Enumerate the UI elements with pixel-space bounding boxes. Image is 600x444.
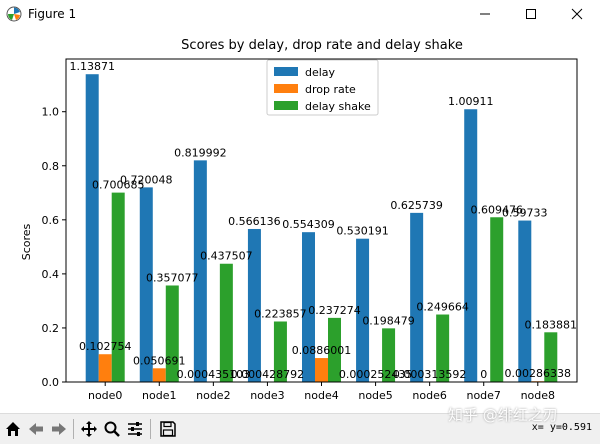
data-label: 0.625739 xyxy=(390,199,443,212)
data-label: 0 xyxy=(480,368,487,381)
subplots-button[interactable] xyxy=(124,418,146,440)
x-tick-label: node0 xyxy=(88,389,122,402)
x-tick-label: node7 xyxy=(466,389,500,402)
bar-delay-shake-node0 xyxy=(112,193,125,382)
bar-chart: Scores by delay, drop rate and delay sha… xyxy=(0,28,600,413)
data-label: 0.050691 xyxy=(133,354,186,367)
pan-icon xyxy=(80,420,98,438)
x-tick-label: node4 xyxy=(304,389,338,402)
data-label: 0.819992 xyxy=(174,146,227,159)
x-tick-label: node2 xyxy=(196,389,230,402)
x-tick-label: node8 xyxy=(521,389,555,402)
bar-delay-node0 xyxy=(86,74,99,382)
data-label: 0.720048 xyxy=(120,173,173,186)
y-tick-label: 0.6 xyxy=(42,214,60,227)
data-label: 0.437507 xyxy=(200,250,253,263)
toolbar-separator xyxy=(73,419,74,439)
zoom-icon xyxy=(103,420,121,438)
data-label: 0.102754 xyxy=(79,340,132,353)
data-label: 0.59733 xyxy=(502,207,548,220)
figure-canvas[interactable]: Scores by delay, drop rate and delay sha… xyxy=(0,28,600,413)
save-button[interactable] xyxy=(157,418,179,440)
back-icon xyxy=(27,420,45,438)
minimize-button[interactable] xyxy=(462,0,508,28)
chart-title: Scores by delay, drop rate and delay sha… xyxy=(181,38,463,53)
toolbar-separator xyxy=(150,419,151,439)
x-tick-label: node1 xyxy=(142,389,176,402)
window-titlebar: Figure 1 xyxy=(0,0,600,29)
legend-swatch xyxy=(274,84,298,93)
data-label: 0.249664 xyxy=(416,301,469,314)
bar-delay-shake-node7 xyxy=(490,217,503,382)
forward-button[interactable] xyxy=(48,418,70,440)
data-label: 0.00286338 xyxy=(505,367,571,380)
data-label: 0.198479 xyxy=(362,314,415,327)
bar-delay-node6 xyxy=(410,213,423,382)
data-label: 0.183881 xyxy=(525,318,578,331)
x-tick-label: node3 xyxy=(250,389,284,402)
data-label: 0.237274 xyxy=(308,304,361,317)
forward-icon xyxy=(50,420,68,438)
subplots-icon xyxy=(126,420,144,438)
back-button[interactable] xyxy=(25,418,47,440)
data-label: 0.357077 xyxy=(146,271,199,284)
bar-delay-node7 xyxy=(464,109,477,382)
pan-button[interactable] xyxy=(78,418,100,440)
x-tick-label: node5 xyxy=(358,389,392,402)
x-tick-label: node6 xyxy=(412,389,446,402)
data-label: 0.000313592 xyxy=(393,368,466,381)
home-button[interactable] xyxy=(2,418,24,440)
maximize-button[interactable] xyxy=(508,0,554,28)
legend-label: drop rate xyxy=(305,83,356,96)
data-label: 1.13871 xyxy=(69,60,115,73)
home-icon xyxy=(4,420,22,438)
minimize-icon xyxy=(479,8,491,20)
save-icon xyxy=(159,420,177,438)
legend-label: delay xyxy=(305,66,336,79)
legend-swatch xyxy=(274,67,298,76)
legend-swatch xyxy=(274,101,298,110)
y-tick-label: 0.4 xyxy=(42,268,60,281)
window-title: Figure 1 xyxy=(28,7,76,21)
close-icon xyxy=(571,8,583,20)
data-label: 0.554309 xyxy=(282,218,335,231)
watermark: 知乎 @绯红之刃 xyxy=(448,404,558,425)
data-label: 1.00911 xyxy=(448,95,494,108)
data-label: 0.566136 xyxy=(228,215,281,228)
bar-delay-shake-node2 xyxy=(220,264,233,382)
data-label: 0.0886001 xyxy=(292,344,352,357)
bar-drop-rate-node0 xyxy=(99,354,112,382)
y-tick-label: 1.0 xyxy=(42,106,60,119)
y-axis-label: Scores xyxy=(20,223,33,260)
legend-label: delay shake xyxy=(305,100,371,113)
y-tick-label: 0.0 xyxy=(42,376,60,389)
data-label: 0.223857 xyxy=(254,307,307,320)
matplotlib-app-icon xyxy=(6,6,22,22)
y-tick-label: 0.2 xyxy=(42,322,60,335)
bar-delay-node8 xyxy=(518,221,531,382)
close-button[interactable] xyxy=(554,0,600,28)
bar-drop-rate-node4 xyxy=(315,358,328,382)
y-tick-label: 0.8 xyxy=(42,160,60,173)
zoom-button[interactable] xyxy=(101,418,123,440)
data-label: 0.530191 xyxy=(336,225,389,238)
legend: delay drop rate delay shake xyxy=(267,60,378,115)
data-label: 0.000428792 xyxy=(231,368,304,381)
bar-drop-rate-node1 xyxy=(153,368,166,382)
bar-delay-node1 xyxy=(140,187,153,382)
maximize-icon xyxy=(525,8,537,20)
